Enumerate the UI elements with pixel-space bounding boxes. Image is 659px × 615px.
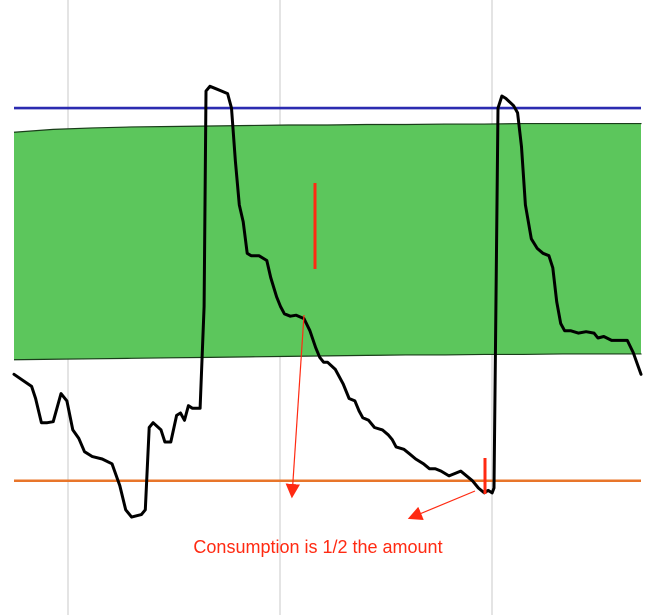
- band-area: [14, 123, 641, 360]
- annotation-arrow-left: [285, 314, 305, 499]
- annotation-arrow-right: [407, 490, 476, 521]
- annotation-label: Consumption is 1/2 the amount: [193, 537, 442, 557]
- band-upper-edge: [13, 122, 642, 133]
- band-layer: [13, 122, 642, 361]
- series-line-0: [12, 84, 643, 519]
- annotation-layer: Consumption is 1/2 the amount: [193, 183, 487, 557]
- band-lower-edge: [13, 353, 642, 361]
- series-layer: [12, 84, 643, 519]
